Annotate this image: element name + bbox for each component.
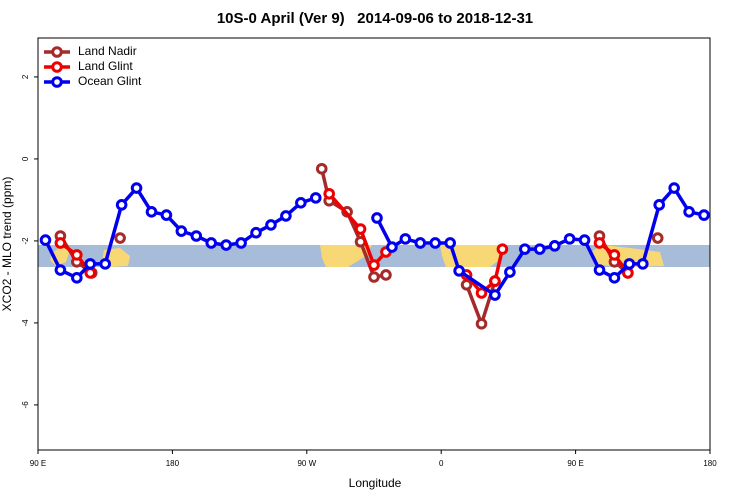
data-point [460, 278, 473, 291]
data-point [145, 206, 158, 218]
data-point [453, 265, 465, 277]
data-point [593, 237, 606, 249]
data-point [371, 212, 383, 224]
data-point [444, 237, 456, 249]
data-point [114, 232, 126, 244]
data-point [653, 199, 666, 211]
data-point [315, 162, 328, 175]
y-tick-label: -4 [21, 319, 30, 327]
data-point [130, 182, 143, 194]
data-point [99, 258, 111, 270]
x-tick-label: 180 [703, 459, 717, 468]
x-tick-label: 180 [166, 459, 180, 468]
data-point [475, 317, 488, 330]
data-point [323, 187, 336, 200]
y-tick-label: -6 [21, 401, 30, 409]
legend-marker [51, 61, 63, 73]
data-point [386, 241, 398, 253]
data-point [563, 233, 576, 245]
x-axis-label: Longitude [349, 476, 402, 490]
legend-label: Ocean Glint [78, 74, 142, 88]
data-point [54, 237, 67, 249]
data-point [489, 289, 501, 301]
y-tick-label: 2 [21, 74, 30, 79]
data-point [608, 249, 621, 261]
x-tick-label: 0 [439, 459, 444, 468]
data-point [265, 219, 277, 231]
data-point [54, 264, 67, 276]
data-point [368, 271, 380, 283]
data-point [205, 237, 218, 249]
y-tick-label: 0 [21, 156, 30, 161]
data-point [399, 233, 412, 245]
data-point [84, 258, 97, 270]
x-tick-label: 90 E [567, 459, 583, 468]
data-point [668, 182, 680, 194]
data-point [39, 234, 52, 246]
data-point [414, 237, 427, 249]
data-point [235, 237, 247, 249]
data-point [220, 239, 232, 251]
legend-marker [51, 76, 63, 88]
data-point [623, 258, 636, 270]
data-point [295, 197, 307, 209]
data-point [593, 264, 606, 276]
data-point [160, 209, 173, 221]
data-point [250, 226, 262, 239]
y-axis-label: XCO2 - MLO trend (ppm) [0, 177, 14, 312]
data-point [84, 267, 97, 279]
data-point [380, 269, 392, 281]
data-point [71, 272, 83, 284]
data-point [489, 275, 501, 287]
data-point [368, 259, 380, 271]
x-tick-label: 90 E [30, 459, 46, 468]
y-tick-label: -2 [21, 237, 30, 245]
chart-title: 10S-0 April (Ver 9) 2014-09-06 to 2018-1… [217, 10, 533, 27]
data-point [429, 237, 442, 249]
data-point [175, 225, 188, 237]
data-point [608, 272, 621, 284]
data-point [309, 192, 322, 204]
data-point [533, 243, 546, 255]
series-line [465, 248, 505, 295]
legend-label: Land Nadir [78, 44, 137, 58]
data-point [698, 209, 710, 221]
data-point [71, 249, 83, 261]
series-line [375, 186, 705, 297]
series-line [327, 192, 388, 267]
legend-marker [51, 46, 63, 58]
data-point [475, 287, 488, 299]
data-point [280, 210, 292, 222]
data-point [578, 234, 591, 246]
data-point [354, 223, 367, 235]
data-point [651, 232, 664, 244]
x-tick-label: 90 W [297, 459, 316, 468]
data-point [504, 266, 516, 278]
data-point [496, 243, 509, 255]
data-point [548, 240, 561, 252]
data-point [115, 199, 128, 211]
data-point [683, 206, 695, 218]
land-patch [320, 245, 372, 267]
data-point [519, 243, 531, 255]
data-point [190, 230, 203, 242]
plot-frame [37, 37, 711, 451]
data-point [637, 258, 649, 270]
legend-label: Land Glint [78, 59, 133, 73]
